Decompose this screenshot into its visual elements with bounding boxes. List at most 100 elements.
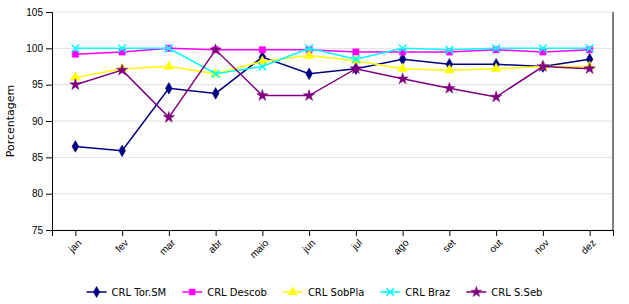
legend-marker bbox=[288, 287, 297, 295]
x-tick: mar bbox=[157, 230, 177, 257]
marker bbox=[210, 44, 221, 55]
marker bbox=[444, 82, 455, 93]
y-tick: 75 bbox=[32, 225, 52, 236]
x-tick-line bbox=[309, 230, 310, 236]
y-axis-line bbox=[46, 13, 53, 231]
marker bbox=[539, 45, 547, 53]
x-tick-label: jan bbox=[66, 237, 84, 255]
x-tick-line bbox=[169, 230, 170, 236]
marks bbox=[70, 44, 596, 157]
chart: 7580859095100105janfevmarabrmaiojunjulag… bbox=[0, 0, 629, 304]
marker bbox=[116, 64, 127, 75]
frame bbox=[613, 12, 614, 230]
x-tick-label: fev bbox=[113, 237, 130, 254]
x-tick-line bbox=[496, 230, 497, 236]
x-tick: jul bbox=[349, 230, 365, 253]
x-tick: jan bbox=[66, 230, 84, 255]
series bbox=[70, 44, 596, 122]
x-tick-label: nov bbox=[532, 237, 551, 256]
y-tick-line bbox=[46, 157, 52, 158]
marker bbox=[398, 63, 408, 71]
grid bbox=[52, 12, 613, 230]
legend-marker bbox=[387, 288, 394, 295]
series bbox=[72, 45, 593, 57]
y-tick-label: 80 bbox=[32, 188, 44, 199]
y-tick: 85 bbox=[32, 152, 52, 163]
legend-item: CRL S.Seb bbox=[466, 286, 542, 297]
legend-marker bbox=[93, 286, 99, 297]
x-tick: ago bbox=[391, 230, 411, 257]
marker bbox=[491, 63, 501, 71]
x-tick-label: jun bbox=[299, 237, 317, 255]
legend-label: CRL Braz bbox=[405, 287, 450, 298]
y-tick: 90 bbox=[32, 116, 52, 127]
marker bbox=[119, 145, 126, 157]
x-tick-line bbox=[543, 230, 544, 236]
series bbox=[72, 45, 594, 78]
x-axis: janfevmarabrmaiojunjulagosetoutnovdez bbox=[53, 230, 614, 260]
series-line bbox=[75, 56, 589, 78]
marker bbox=[163, 111, 174, 122]
marker bbox=[259, 63, 267, 71]
marker bbox=[259, 47, 265, 53]
y-tick-line bbox=[46, 48, 52, 49]
marker bbox=[584, 63, 595, 74]
legend-label: CRL Tor.SM bbox=[112, 287, 167, 298]
marker bbox=[446, 46, 454, 54]
y-tick: 105 bbox=[26, 7, 52, 18]
marker bbox=[586, 45, 594, 53]
marker bbox=[490, 91, 501, 102]
legend-item: CRL Descob bbox=[182, 287, 267, 298]
y-tick: 100 bbox=[26, 43, 52, 54]
legend-marker bbox=[189, 289, 195, 295]
x-tick-line bbox=[75, 230, 76, 236]
x-tick: abr bbox=[206, 230, 224, 255]
x-tick-label: set bbox=[440, 237, 457, 254]
x-tick: nov bbox=[532, 230, 551, 256]
x-tick-line bbox=[216, 230, 217, 236]
legend-label: CRL S.Seb bbox=[491, 287, 542, 298]
x-tick-label: dez bbox=[579, 237, 598, 256]
marker bbox=[399, 45, 407, 53]
marker bbox=[72, 45, 80, 53]
legend-label: CRL Descob bbox=[207, 287, 267, 298]
x-tick: dez bbox=[579, 230, 598, 256]
legend-marker bbox=[471, 286, 482, 296]
x-tick-line bbox=[403, 230, 404, 236]
x-tick-line bbox=[122, 230, 123, 236]
legend-label: CRL SobPla bbox=[308, 287, 364, 298]
marker bbox=[164, 61, 174, 69]
x-axis-line bbox=[53, 231, 614, 237]
x-tick-label: ago bbox=[391, 237, 411, 257]
grid-line bbox=[52, 193, 613, 194]
grid-line bbox=[52, 121, 613, 122]
grid-line bbox=[52, 12, 613, 13]
y-tick: 95 bbox=[32, 79, 52, 90]
x-tick-line bbox=[449, 230, 450, 236]
marker bbox=[303, 90, 314, 101]
marker bbox=[165, 45, 173, 53]
x-tick-label: out bbox=[487, 237, 505, 255]
marker bbox=[306, 68, 313, 80]
x-tick: jun bbox=[299, 230, 317, 255]
y-tick-label: 90 bbox=[32, 116, 44, 127]
x-tick: set bbox=[440, 230, 457, 254]
y-axis: 75 80 85 90 95 100 105 bbox=[26, 7, 52, 236]
marker bbox=[212, 70, 220, 78]
series-line bbox=[75, 57, 589, 151]
marker bbox=[212, 88, 219, 100]
marker bbox=[537, 61, 548, 72]
y-tick: 80 bbox=[32, 188, 52, 199]
y-tick-label: 100 bbox=[26, 43, 43, 54]
y-tick-line bbox=[46, 85, 52, 86]
marker bbox=[350, 63, 361, 74]
x-tick-line bbox=[356, 230, 357, 236]
marker bbox=[72, 51, 78, 57]
series-line bbox=[75, 50, 589, 118]
x-tick-label: jul bbox=[349, 237, 365, 253]
x-tick-line bbox=[590, 230, 591, 236]
marker bbox=[305, 45, 313, 53]
marker bbox=[72, 141, 79, 153]
marker bbox=[70, 79, 81, 90]
marker bbox=[492, 45, 500, 53]
